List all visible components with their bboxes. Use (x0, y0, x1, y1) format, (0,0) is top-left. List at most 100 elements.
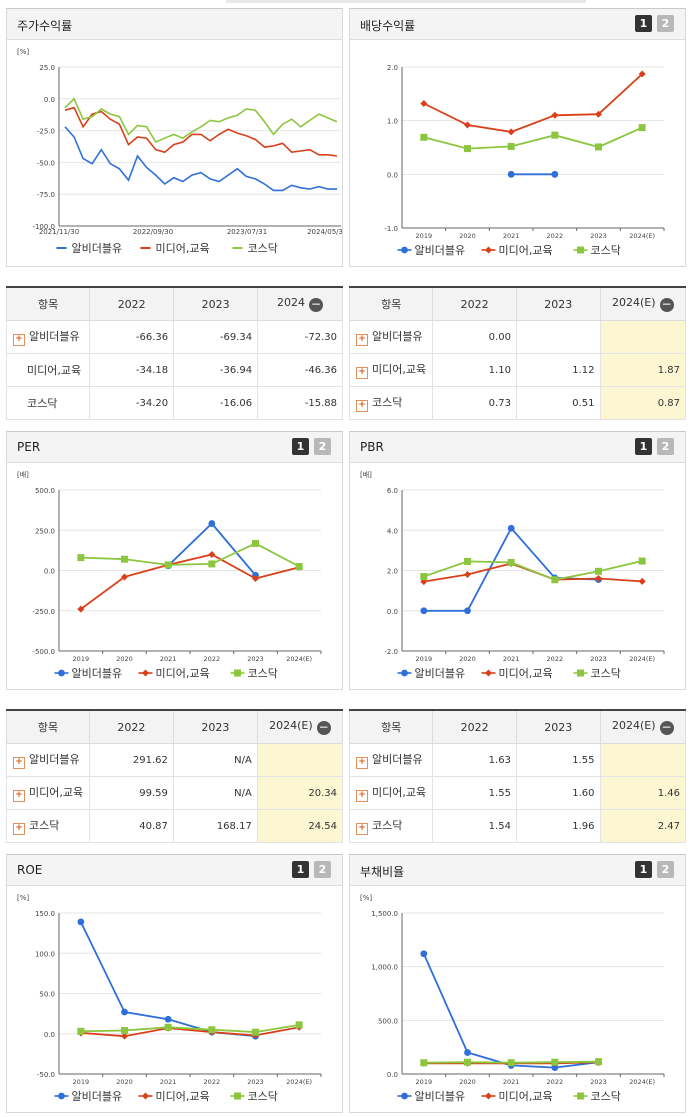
row-name-cell[interactable]: + 코스닥 (6, 809, 90, 843)
row-name-label: 코스닥 (372, 819, 403, 832)
legend-item[interactable]: 알비더블유 (54, 666, 123, 680)
x-tick-label: 2021 (503, 655, 520, 663)
expand-icon[interactable]: + (356, 334, 368, 346)
view-2-button[interactable]: 2 (314, 438, 331, 455)
data-point (77, 918, 85, 926)
table-cell: 1.63 (432, 743, 517, 777)
legend-label: 알비더블유 (415, 243, 466, 257)
panel-header: PBR 1 2 (350, 432, 685, 463)
collapse-icon[interactable]: − (316, 720, 331, 735)
table-row: + 코스닥 40.87 168.17 24.54 (6, 809, 344, 843)
y-tick-label: 0.0 (387, 608, 398, 616)
legend-label: 알비더블유 (72, 1089, 123, 1103)
data-point (464, 557, 471, 565)
data-point (595, 110, 602, 118)
legend-item[interactable]: 미디어,교육 (481, 667, 553, 680)
y-tick-label: 100.0 (35, 950, 55, 958)
legend-marker (142, 1092, 149, 1100)
view-2-button[interactable]: 2 (657, 438, 674, 455)
row-name-cell[interactable]: + 미디어,교육 (348, 776, 434, 810)
legend-item[interactable]: 코스닥 (232, 242, 278, 255)
dividend-yield-table: 항목 2022 2023 2024(E) − + 알비더블유 0.00 + 미디어,교육 1.10 1… (348, 286, 686, 420)
column-header: 2023 (173, 287, 259, 321)
view-2-button[interactable]: 2 (314, 861, 331, 878)
row-name-cell[interactable]: + 미디어,교육 (348, 353, 434, 387)
row-name-cell[interactable]: + 알비더블유 (6, 743, 90, 777)
legend-label: 미디어,교육 (499, 244, 553, 257)
data-point (121, 555, 128, 563)
x-tick-label: 2020 (116, 1078, 133, 1086)
row-name-cell[interactable]: + 알비더블유 (348, 320, 434, 354)
legend-marker (401, 246, 408, 254)
row-name-label: 알비더블유 (29, 330, 80, 343)
legend-item[interactable]: 알비더블유 (397, 666, 466, 680)
expand-icon[interactable]: + (13, 757, 25, 769)
row-name-cell[interactable]: + 코스닥 (348, 386, 434, 420)
y-tick-label: -2.0 (384, 648, 398, 656)
view-1-button[interactable]: 1 (292, 861, 309, 878)
legend-label: 알비더블유 (415, 666, 466, 680)
series-line-3 (80, 542, 300, 568)
expand-icon[interactable]: + (356, 790, 368, 802)
debt-ratio-panel: 부채비율 1 2 [%] 1,500.0 1,000.0 500.0 0.0 2019 20… (349, 854, 686, 1113)
row-name-cell[interactable]: + 알비더블유 (5, 320, 91, 354)
view-1-button[interactable]: 1 (635, 438, 652, 455)
table-cell (599, 320, 686, 354)
legend-label: 코스닥 (591, 1090, 621, 1103)
expand-icon[interactable]: + (13, 334, 25, 346)
view-1-button[interactable]: 1 (292, 438, 309, 455)
expand-icon[interactable]: + (356, 757, 368, 769)
legend-item[interactable]: 미디어,교육 (481, 1090, 553, 1103)
legend-item[interactable]: 코스닥 (573, 1090, 621, 1103)
data-point (252, 1028, 259, 1036)
legend-item[interactable]: 미디어,교육 (138, 1090, 210, 1103)
table-cell: 0.00 (432, 320, 517, 354)
collapse-icon[interactable]: − (659, 297, 674, 312)
table-cell: -34.20 (89, 386, 175, 420)
legend-item[interactable]: 알비더블유 (56, 241, 123, 255)
y-tick-label: 25.0 (39, 64, 55, 72)
column-header: 2022 (89, 287, 175, 321)
x-tick-label: 2022/09/30 (133, 228, 173, 236)
view-1-button[interactable]: 1 (635, 15, 652, 32)
legend-item[interactable]: 미디어,교육 (140, 242, 210, 255)
column-header-label: 2022 (117, 720, 146, 734)
table-cell: N/A (172, 743, 258, 777)
table-cell: 24.54 (256, 809, 344, 843)
view-1-button[interactable]: 1 (635, 861, 652, 878)
table-cell: N/A (172, 776, 258, 810)
legend-label: 미디어,교육 (156, 242, 210, 255)
expand-icon[interactable]: + (356, 367, 368, 379)
table-cell: -34.18 (89, 353, 175, 387)
view-2-button[interactable]: 2 (657, 861, 674, 878)
data-point (121, 1008, 128, 1016)
column-header: 항목 (348, 710, 434, 744)
expand-icon[interactable]: + (356, 400, 368, 412)
legend-item[interactable]: 미디어,교육 (481, 244, 553, 257)
expand-icon[interactable]: + (13, 790, 25, 802)
legend-item[interactable]: 코스닥 (230, 1090, 278, 1103)
legend-item[interactable]: 알비더블유 (397, 1089, 466, 1103)
x-tick-label: 2022 (204, 1078, 221, 1086)
row-name-cell[interactable]: + 코스닥 (348, 809, 434, 843)
table-cell: 40.87 (88, 809, 174, 843)
legend-item[interactable]: 코스닥 (573, 667, 621, 680)
legend-label: 알비더블유 (415, 1089, 466, 1103)
y-tick-label: 1,000.0 (371, 964, 398, 972)
expand-icon[interactable]: + (13, 823, 25, 835)
table-cell: 0.87 (599, 386, 686, 420)
collapse-icon[interactable]: − (309, 297, 324, 312)
legend-item[interactable]: 코스닥 (230, 667, 278, 680)
view-2-button[interactable]: 2 (657, 15, 674, 32)
y-tick-label: 4.0 (387, 527, 398, 535)
expand-icon[interactable]: + (356, 823, 368, 835)
table-cell: 1.87 (599, 353, 686, 387)
legend-item[interactable]: 코스닥 (573, 244, 621, 257)
row-name-cell[interactable]: + 알비더블유 (348, 743, 434, 777)
legend-item[interactable]: 알비더블유 (54, 1089, 123, 1103)
table-row: + 알비더블유 1.63 1.55 (348, 743, 686, 777)
legend-item[interactable]: 알비더블유 (397, 243, 466, 257)
collapse-icon[interactable]: − (659, 720, 674, 735)
legend-item[interactable]: 미디어,교육 (138, 667, 210, 680)
row-name-cell[interactable]: + 미디어,교육 (6, 776, 90, 810)
